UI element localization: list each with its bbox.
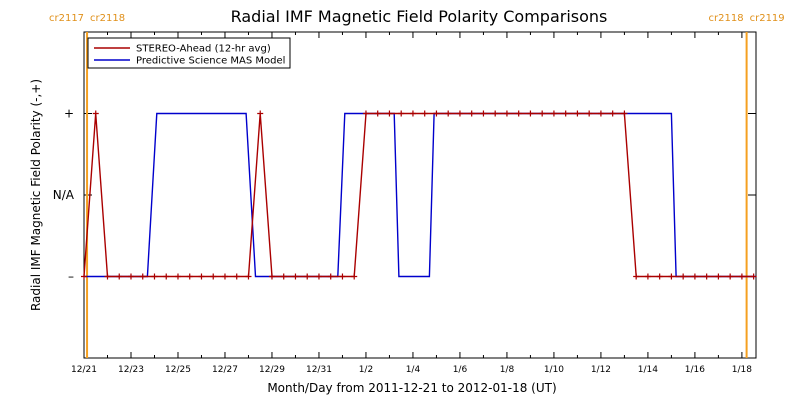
stereo-data-point <box>562 110 569 117</box>
stereo-data-point <box>480 110 487 117</box>
stereo-data-point <box>81 273 87 280</box>
stereo-data-point <box>433 110 440 117</box>
stereo-ahead-line <box>83 112 754 278</box>
stereo-data-point <box>738 273 745 280</box>
stereo-data-point <box>339 273 346 280</box>
stereo-data-point <box>315 273 322 280</box>
x-axis-ticks: 12/21 12/23 12/25 12/27 12/29 12/31 1/2 1/4 1/6 1… <box>71 32 752 375</box>
stereo-data-point <box>398 110 405 117</box>
stereo-data-point <box>362 110 369 117</box>
x-tick-label: 1/6 <box>453 365 468 375</box>
stereo-data-point <box>351 273 358 280</box>
legend-label: Predictive Science MAS Model <box>136 56 285 67</box>
stereo-data-point <box>104 273 111 280</box>
chart-title: Radial IMF Magnetic Field Polarity Compa… <box>231 7 608 26</box>
stereo-data-point <box>386 110 393 117</box>
stereo-data-point <box>92 110 99 117</box>
rotation-label-left: cr2118 <box>709 13 744 24</box>
stereo-data-point <box>116 273 123 280</box>
x-tick-label: 1/10 <box>544 365 564 375</box>
stereo-data-point <box>715 273 722 280</box>
stereo-data-point <box>609 110 616 117</box>
stereo-data-point <box>539 110 546 117</box>
x-tick-label: 12/29 <box>259 365 285 375</box>
x-tick-label: 1/18 <box>732 365 752 375</box>
series-layer <box>81 110 757 280</box>
x-tick-label: 12/27 <box>212 365 238 375</box>
plot-frame <box>83 31 757 359</box>
y-axis-label: Radial IMF Magnetic Field Polarity (-,+) <box>29 79 43 311</box>
stereo-data-point <box>586 110 593 117</box>
carrington-rotation-lines: cr2117 cr2118 cr2118 cr2119 <box>49 13 785 358</box>
stereo-data-point <box>445 110 452 117</box>
stereo-data-point <box>257 110 264 117</box>
stereo-data-point <box>680 273 687 280</box>
y-tick-label: + <box>64 107 74 121</box>
stereo-data-point <box>421 110 428 117</box>
stereo-data-point <box>233 273 240 280</box>
stereo-data-point <box>691 273 698 280</box>
legend-label: STEREO-Ahead (12-hr avg) <box>136 44 271 55</box>
stereo-data-point <box>656 273 663 280</box>
stereo-data-point <box>139 273 146 280</box>
stereo-data-point <box>210 273 217 280</box>
x-axis-label: Month/Day from 2011-12-21 to 2012-01-18 … <box>267 381 556 395</box>
stereo-data-point <box>245 273 252 280</box>
x-tick-label: 1/2 <box>359 365 373 375</box>
x-tick-label: 12/23 <box>118 365 144 375</box>
x-tick-label: 12/25 <box>165 365 191 375</box>
stereo-data-point <box>174 273 181 280</box>
stereo-data-point <box>644 273 651 280</box>
x-tick-label: 12/31 <box>306 365 332 375</box>
stereo-data-point <box>668 273 675 280</box>
stereo-data-point <box>198 273 205 280</box>
stereo-data-point <box>727 273 734 280</box>
mas-model-line <box>84 112 756 278</box>
stereo-data-point <box>574 110 581 117</box>
stereo-data-point <box>186 273 193 280</box>
stereo-data-point <box>550 110 557 117</box>
x-tick-label: 12/21 <box>71 365 97 375</box>
stereo-data-point <box>750 273 757 280</box>
stereo-data-point <box>597 110 604 117</box>
stereo-data-point <box>515 110 522 117</box>
stereo-data-point <box>327 273 334 280</box>
plot-border <box>83 31 757 359</box>
stereo-data-point <box>621 110 628 117</box>
stereo-data-point <box>374 110 381 117</box>
stereo-data-point <box>127 273 134 280</box>
x-tick-label: 1/16 <box>685 365 705 375</box>
x-tick-label: 1/8 <box>500 365 515 375</box>
stereo-data-point <box>633 273 640 280</box>
stereo-data-point <box>304 273 311 280</box>
stereo-data-point <box>456 110 463 117</box>
x-tick-label: 1/14 <box>638 365 658 375</box>
stereo-data-point <box>151 273 158 280</box>
legend-box <box>87 37 291 69</box>
rotation-label-left: cr2117 <box>49 13 84 24</box>
x-tick-label: 1/4 <box>406 365 421 375</box>
stereo-data-point <box>527 110 534 117</box>
stereo-data-point <box>280 273 287 280</box>
stereo-data-point <box>468 110 475 117</box>
stereo-data-point <box>268 273 275 280</box>
y-axis-ticks: + N/A – <box>53 107 756 284</box>
legend: STEREO-Ahead (12-hr avg)Predictive Scien… <box>87 37 291 69</box>
y-tick-label: N/A <box>53 188 75 202</box>
stereo-data-point <box>492 110 499 117</box>
stereo-data-point <box>503 110 510 117</box>
x-tick-label: 1/12 <box>591 365 611 375</box>
rotation-label-right: cr2119 <box>750 13 785 24</box>
stereo-data-point <box>221 273 228 280</box>
rotation-label-right: cr2118 <box>90 13 125 24</box>
stereo-data-point <box>703 273 710 280</box>
y-tick-label: – <box>68 270 74 284</box>
stereo-data-point <box>292 273 299 280</box>
stereo-data-point <box>163 273 170 280</box>
stereo-data-point <box>409 110 416 117</box>
